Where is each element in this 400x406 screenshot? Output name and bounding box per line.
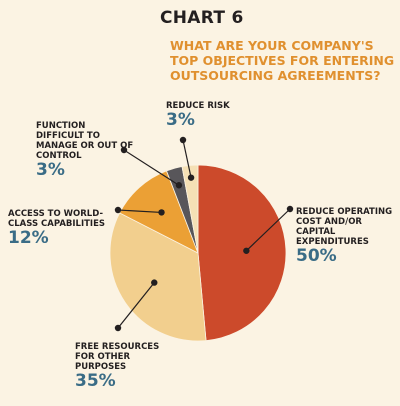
slice-label-text: REDUCE OPERATING COST AND/OR CAPITAL EXP…: [296, 207, 393, 247]
connector-dot-reduce-risk: [187, 174, 195, 181]
connector-dot-reduce-cost: [243, 247, 250, 254]
label-dot-reduce-cost: [286, 205, 294, 213]
connector-dot-difficult-function: [175, 182, 183, 189]
connector-dot-world-class: [158, 209, 165, 216]
connector-line-difficult-function: [123, 149, 180, 186]
slice-label-text: ACCESS TO WORLD-CLASS CAPABILITIES: [8, 209, 106, 229]
slice-label-free-resources: FREE RESOURCES FOR OTHER PURPOSES 35%: [75, 342, 165, 391]
pie-slice-reduce-cost: [197, 164, 287, 342]
slice-label-text: FUNCTION DIFFICULT TO MANAGE OR OUT OF C…: [36, 121, 134, 161]
connector-line-reduce-cost: [245, 208, 291, 252]
connector-line-world-class: [117, 209, 162, 214]
slice-label-text: FREE RESOURCES FOR OTHER PURPOSES: [75, 342, 160, 372]
chart-number: CHART 6: [160, 8, 244, 28]
pie-slice-reduce-risk: [181, 164, 199, 254]
slice-value: 3%: [36, 160, 65, 180]
slice-label-difficult-function: FUNCTION DIFFICULT TO MANAGE OR OUT OF C…: [36, 121, 136, 180]
slice-value: 50%: [296, 246, 337, 266]
slice-value: 3%: [166, 110, 195, 130]
slice-label-world-class: ACCESS TO WORLD-CLASS CAPABILITIES 12%: [8, 209, 116, 248]
connector-dot-free-resources: [151, 279, 158, 286]
label-dot-world-class: [114, 206, 122, 214]
chart-title: WHAT ARE YOUR COMPANY'S TOP OBJECTIVES F…: [170, 38, 395, 83]
slice-label-reduce-risk: REDUCE RISK 3%: [166, 101, 246, 130]
label-dot-difficult-function: [120, 146, 128, 154]
connector-line-reduce-risk: [182, 139, 192, 178]
slice-value: 12%: [8, 228, 49, 248]
label-dot-free-resources: [114, 324, 122, 332]
connector-line-free-resources: [117, 282, 155, 329]
label-dot-reduce-risk: [179, 136, 187, 144]
slice-value: 35%: [75, 371, 116, 391]
slice-label-text: REDUCE RISK: [166, 101, 230, 111]
slice-label-reduce-cost: REDUCE OPERATING COST AND/OR CAPITAL EXP…: [296, 207, 396, 266]
